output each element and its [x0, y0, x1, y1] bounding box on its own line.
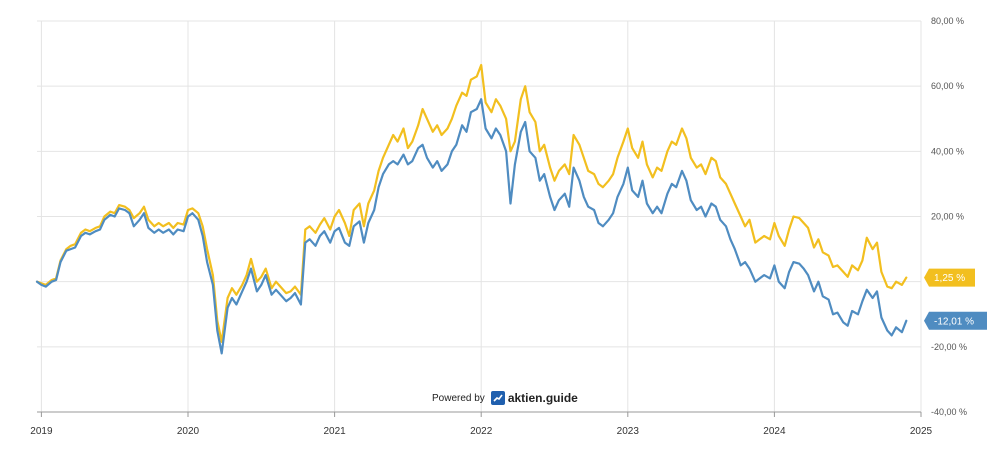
y-tick-label: 60,00 %: [931, 81, 964, 91]
series-line-0: [35, 63, 908, 343]
x-tick-label: 2022: [470, 426, 493, 437]
brand-name: aktien.guide: [507, 391, 578, 405]
series-line-1: [35, 98, 908, 355]
y-tick-label: -20,00 %: [931, 342, 967, 352]
y-tick-label: 80,00 %: [931, 16, 964, 26]
x-tick-label: 2025: [910, 426, 933, 437]
grid: [37, 20, 922, 413]
end-labels: 1,25 % -12,01 %: [924, 268, 987, 330]
trend-chart-icon: [490, 391, 505, 405]
y-tick-label: 40,00 %: [931, 146, 964, 156]
end-value-badge-1: -12,01 %: [924, 311, 987, 330]
y-axis: 80,00 % 60,00 % 40,00 % 20,00 % -20,00 % -40,…: [931, 16, 967, 417]
end-value-badge-0: 1,25 %: [924, 268, 975, 287]
x-tick-label: 2021: [323, 426, 346, 437]
series-lines: [35, 63, 908, 355]
powered-by-label: Powered by: [432, 392, 485, 404]
end-value-badge-bg: [924, 311, 987, 330]
x-axis: 2019 2020 2021 2022 2023 2024 2025: [30, 411, 933, 437]
y-tick-label: -40,00 %: [931, 407, 967, 417]
x-tick-label: 2024: [763, 426, 786, 437]
end-value-badge-bg: [924, 268, 975, 287]
x-tick-label: 2023: [617, 426, 640, 437]
x-tick-label: 2020: [177, 426, 200, 437]
y-tick-label: 20,00 %: [931, 212, 964, 222]
x-tick-label: 2019: [30, 426, 53, 437]
end-value-label: -12,01 %: [934, 316, 974, 327]
powered-by-watermark[interactable]: Powered by aktien.guide: [432, 391, 578, 405]
end-value-label: 1,25 %: [934, 273, 965, 284]
